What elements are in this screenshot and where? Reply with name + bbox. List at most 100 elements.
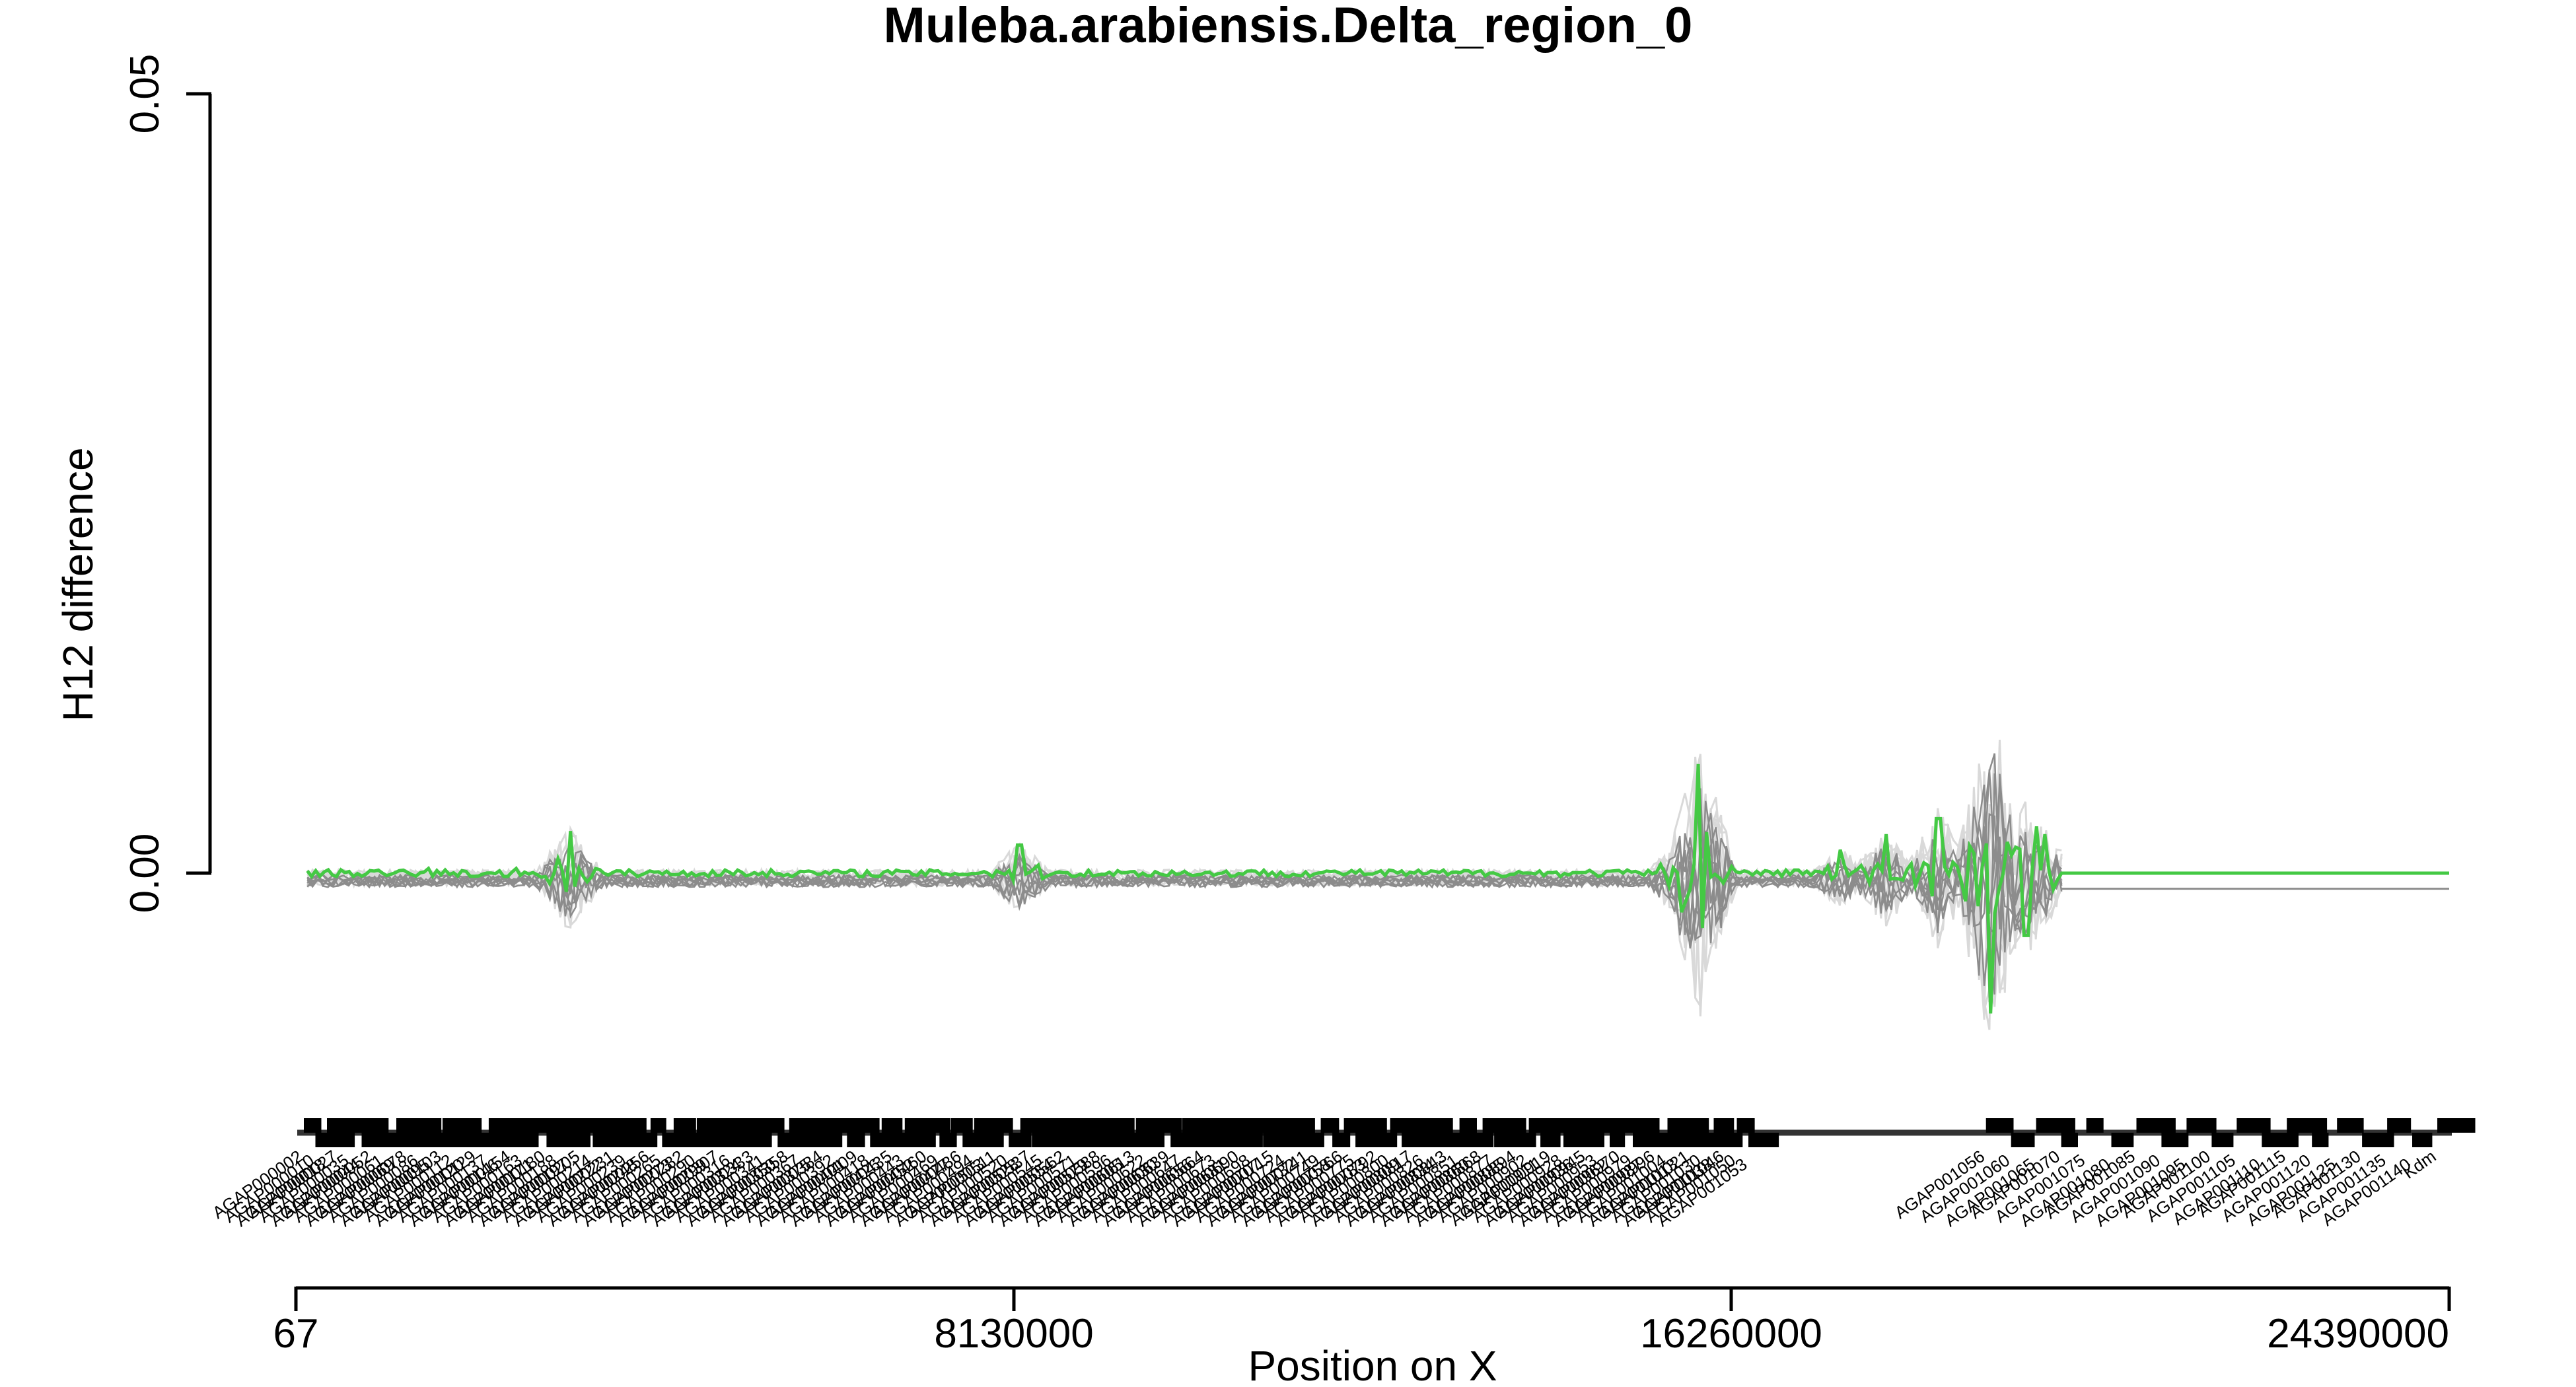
gene-block [2061,1133,2078,1147]
gene-block [731,1133,758,1147]
gene-block [1505,1118,1526,1133]
gene-block [384,1133,411,1147]
gene-block [766,1118,785,1133]
gene-block [1147,1133,1164,1147]
gene-block [1748,1133,1779,1147]
x-axis: 67 8130000 16260000 24390000 Position on… [273,1286,2451,1387]
gene-block [893,1133,918,1147]
gene-block [847,1133,865,1147]
y-tick-label-top: 0.05 [122,54,168,134]
gene-block [2186,1118,2217,1133]
gene-block [835,1118,865,1133]
gene-block [2287,1118,2328,1133]
gene-block [1517,1133,1536,1147]
gene-block [569,1133,590,1147]
gene-block [361,1133,390,1147]
permutation-band-line [306,789,2063,1007]
gene-block [1286,1133,1312,1147]
gene-block [1274,1118,1305,1133]
y-axis: 0.05 0.00 H12 difference [54,54,212,913]
gene-block [1587,1133,1604,1147]
permutation-band-line [306,768,2063,1030]
gene-block [1986,1118,2014,1133]
gene-block [557,1118,583,1133]
gene-block [1309,1133,1324,1147]
x-tick-label-0: 67 [273,1311,319,1357]
gene-block [1436,1118,1453,1133]
gene-block [419,1118,442,1133]
gene-block [1089,1118,1116,1133]
gene-block [1610,1133,1626,1147]
gene-block [639,1133,658,1147]
gene-label: Kdm [2399,1146,2439,1182]
gene-block [350,1118,376,1133]
gene-block [1390,1118,1419,1133]
gene-block [1182,1118,1212,1133]
gene-block [650,1118,666,1133]
y-tick-label-bottom: 0.00 [122,834,168,913]
gene-block [1297,1118,1315,1133]
gene-block [939,1133,957,1147]
gene-block [338,1133,355,1147]
gene-block [916,1133,936,1147]
gene-block [997,1118,1013,1133]
x-axis-label: Position on X [1248,1342,1497,1387]
gene-block [2211,1133,2234,1147]
gene-block [985,1133,1004,1147]
gene-block [2337,1118,2364,1133]
gene-block [1644,1118,1660,1133]
gene-block [2312,1133,2329,1147]
gene-block [1528,1118,1553,1133]
permutation-series-layer [306,739,2449,1030]
gene-block [2236,1118,2271,1133]
gene-block [2136,1118,2176,1133]
permutation-series-line [306,769,2063,935]
gene-block [2262,1133,2299,1147]
gene-block [1540,1133,1561,1147]
gene-block [2011,1133,2035,1147]
gene-block [824,1133,843,1147]
gene-block [1112,1118,1135,1133]
gene-block [523,1133,539,1147]
gene-block [2161,1133,2189,1147]
gene-block [1009,1133,1032,1147]
gene-block [1251,1118,1279,1133]
gene-block [1736,1118,1755,1133]
gene-block [2412,1133,2433,1147]
gene-block [2387,1118,2412,1133]
gene-block [546,1133,570,1147]
gene-block [1101,1133,1127,1147]
gene-block [2362,1133,2394,1147]
gene-block [373,1118,389,1133]
gene-block [1713,1118,1735,1133]
gene-block [465,1118,482,1133]
x-tick-label-3: 24390000 [2267,1311,2449,1357]
y-axis-label: H12 difference [54,447,102,721]
chart-title: Muleba.arabiensis.Delta_region_0 [884,0,1693,53]
gene-block [1402,1133,1430,1147]
gene-block [627,1118,647,1133]
gene-block [1320,1118,1340,1133]
gene-block [812,1118,837,1133]
gene-block [950,1118,973,1133]
gene-block [1621,1118,1650,1133]
gene-block [1656,1133,1687,1147]
gene-block [1413,1118,1440,1133]
gene-block [881,1118,903,1133]
gene-block [616,1133,645,1147]
gene-block [1378,1133,1398,1147]
gene-block [1332,1133,1351,1147]
gene-block [858,1118,880,1133]
gene-block [1482,1118,1507,1133]
gene-block [2086,1118,2104,1133]
focal-series-line [306,764,2449,1014]
gene-block [974,1118,1000,1133]
gene-block [1367,1118,1387,1133]
gene-block [673,1118,696,1133]
gene-block [927,1118,950,1133]
gene-block [754,1133,772,1147]
gene-block [1702,1133,1733,1147]
gene-block [443,1118,470,1133]
gene-block [1194,1133,1223,1147]
